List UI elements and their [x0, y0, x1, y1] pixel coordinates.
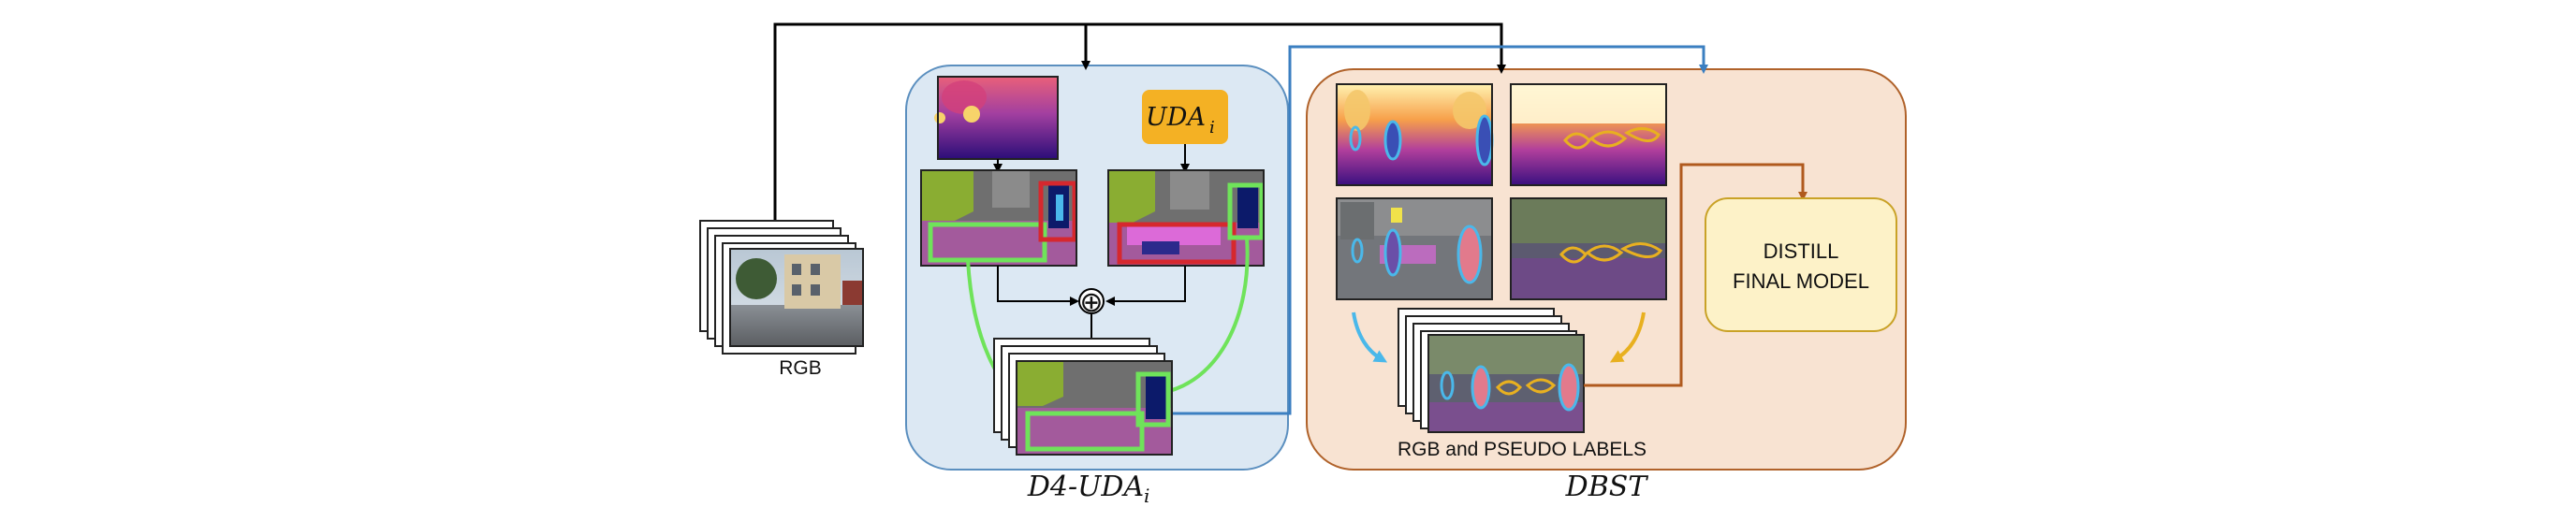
- dbst-rgb-overlay-1: [1336, 197, 1493, 300]
- yellow-curve-arrow: [1609, 311, 1646, 363]
- uda-model-label: UDA: [1146, 103, 1206, 132]
- pseudo-to-distill-line: [1584, 163, 1808, 387]
- pseudo-label-stack: [1398, 308, 1585, 433]
- fusion-operator-circle: [1078, 288, 1105, 314]
- pseudo-labels-caption: RGB and PSEUDO LABELS: [1398, 439, 1647, 460]
- left-to-fusion-line: [997, 266, 1079, 306]
- depth-map-thumbnail: [934, 76, 1059, 160]
- uda-segmentation-map: [1107, 169, 1265, 267]
- distill-line-2: FINAL MODEL: [1733, 269, 1869, 293]
- uda-model-box: [1142, 90, 1228, 144]
- depth-segmentation-map: [920, 169, 1077, 267]
- dbst-depth-image-2: [1510, 83, 1667, 186]
- distill-line-1: DISTILL: [1764, 239, 1839, 263]
- green-curve-right: [1153, 237, 1250, 399]
- rgb-label: RGB: [779, 357, 822, 379]
- rgb-street-photo: [729, 248, 864, 347]
- d4-uda-title: D4-UDA: [1027, 471, 1144, 503]
- fusion-operator: ⊕: [1079, 287, 1103, 318]
- dbst-title: DBST: [1565, 471, 1649, 503]
- rgb-image-stack: [699, 220, 864, 355]
- uda-model-subscript: i: [1209, 118, 1215, 138]
- right-to-fusion-line: [1105, 266, 1186, 306]
- lightblue-curve-arrow: [1352, 311, 1388, 363]
- dbst-rgb-overlay-2: [1510, 197, 1667, 300]
- dbst-depth-image-1: [1336, 83, 1494, 186]
- fused-label-stack: [993, 338, 1173, 456]
- d4-uda-subscript: i: [1144, 485, 1149, 507]
- uda-output-to-dbst-line: [1170, 45, 1708, 415]
- distill-box: [1705, 197, 1897, 332]
